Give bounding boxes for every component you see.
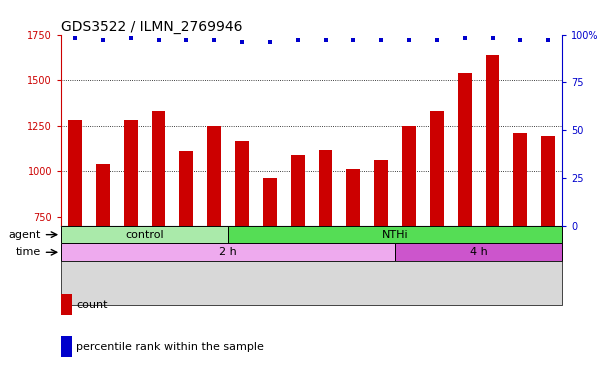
Point — [516, 37, 525, 43]
Text: GDS3522 / ILMN_2769946: GDS3522 / ILMN_2769946 — [61, 20, 243, 33]
Bar — [180, 151, 193, 226]
Point — [404, 37, 414, 43]
Bar — [263, 179, 277, 226]
Point — [432, 37, 442, 43]
Bar — [68, 120, 82, 226]
Bar — [346, 169, 360, 226]
Text: time: time — [16, 247, 41, 257]
Point — [376, 37, 386, 43]
Point — [348, 37, 358, 43]
Text: agent: agent — [9, 230, 41, 240]
Bar — [541, 136, 555, 226]
Point — [543, 37, 553, 43]
Point — [153, 37, 163, 43]
Bar — [486, 55, 500, 226]
Bar — [123, 120, 137, 226]
Bar — [430, 111, 444, 226]
Point — [293, 37, 302, 43]
Text: 4 h: 4 h — [470, 247, 488, 257]
Bar — [61, 243, 395, 261]
Bar — [96, 164, 110, 226]
Bar — [152, 111, 166, 226]
Point — [126, 35, 136, 41]
Point — [70, 35, 80, 41]
Text: control: control — [125, 230, 164, 240]
Bar — [318, 150, 332, 226]
Point — [181, 37, 191, 43]
Bar — [458, 73, 472, 226]
Bar — [374, 160, 388, 226]
Text: 2 h: 2 h — [219, 247, 237, 257]
Bar — [291, 155, 305, 226]
Bar — [235, 141, 249, 226]
Point — [210, 37, 219, 43]
Text: percentile rank within the sample: percentile rank within the sample — [76, 342, 264, 352]
Point — [321, 37, 331, 43]
Bar — [228, 226, 562, 243]
Point — [98, 37, 108, 43]
Point — [265, 39, 275, 45]
Point — [460, 35, 470, 41]
Bar — [61, 226, 228, 243]
Bar — [207, 126, 221, 226]
Point — [237, 39, 247, 45]
Bar — [402, 126, 416, 226]
Bar — [513, 133, 527, 226]
Point — [488, 35, 497, 41]
Text: count: count — [76, 300, 108, 310]
Bar — [395, 243, 562, 261]
Text: NTHi: NTHi — [382, 230, 408, 240]
